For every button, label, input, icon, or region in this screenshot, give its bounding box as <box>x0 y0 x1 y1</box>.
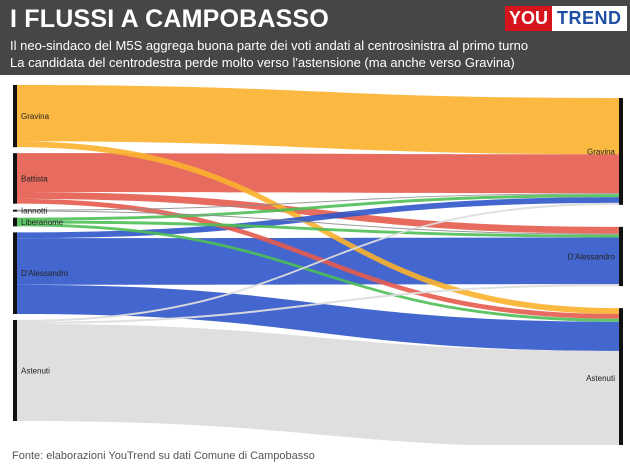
flow-liberanome-to-astenuti <box>17 223 619 322</box>
right-node-astenuti <box>619 308 623 445</box>
subtitle-line-1: Il neo-sindaco del M5S aggrega buona par… <box>10 38 529 53</box>
flow-battista-to-d-alessandro <box>17 192 619 234</box>
right-label-d-alessandro: D'Alessandro <box>568 252 616 261</box>
flow-d-alessandro-to-gravina <box>17 197 619 239</box>
youtrend-logo: YOU TREND <box>505 6 627 31</box>
labels-layer: Gravina Battista Iannotti Liberanome D'Aless… <box>21 112 616 383</box>
nodes-layer <box>13 85 623 445</box>
header-bar: I FLUSSI A CAMPOBASSO Il neo-sindaco del… <box>0 0 630 75</box>
logo-you-text: YOU <box>505 6 553 31</box>
left-node-iannotti <box>13 209 17 212</box>
left-label-iannotti: Iannotti <box>21 207 47 216</box>
flow-battista-to-gravina <box>17 153 619 194</box>
flow-iannotti-to-d-alessandro <box>17 210 619 235</box>
left-node-d-alessandro <box>13 232 17 314</box>
right-node-d-alessandro <box>619 226 623 287</box>
right-label-astenuti: Astenuti <box>586 374 615 383</box>
flow-liberanome-to-d-alessandro <box>17 220 619 238</box>
left-label-liberanome: Liberanome <box>21 218 64 227</box>
left-label-astenuti: Astenuti <box>21 366 50 375</box>
flow-astenuti-to-astenuti <box>17 323 619 445</box>
left-label-d-alessandro: D'Alessandro <box>21 269 69 278</box>
left-node-astenuti <box>13 319 17 421</box>
flow-astenuti-to-gravina <box>17 202 619 322</box>
right-label-gravina: Gravina <box>587 147 616 156</box>
left-label-gravina: Gravina <box>21 112 50 121</box>
right-node-gravina <box>619 98 623 205</box>
flow-iannotti-to-gravina <box>17 193 619 211</box>
flow-liberanome-to-gravina <box>17 194 619 221</box>
flow-battista-to-astenuti <box>17 198 619 319</box>
source-note: Fonte: elaborazioni YouTrend su dati Com… <box>12 450 315 462</box>
sankey-diagram: Gravina Battista Iannotti Liberanome D'Aless… <box>13 85 623 445</box>
left-node-battista <box>13 153 17 204</box>
flow-d-alessandro-to-astenuti <box>17 284 619 351</box>
flow-astenuti-to-d-alessandro <box>17 284 619 324</box>
logo-trend-text: TREND <box>552 6 627 31</box>
left-node-liberanome <box>13 217 17 227</box>
left-label-battista: Battista <box>21 174 48 183</box>
flow-gravina-to-gravina <box>17 85 619 155</box>
subtitle-line-2: La candidata del centrodestra perde molt… <box>10 55 515 70</box>
left-node-gravina <box>13 85 17 148</box>
page-title: I FLUSSI A CAMPOBASSO <box>10 5 330 33</box>
flows-layer <box>17 85 619 445</box>
